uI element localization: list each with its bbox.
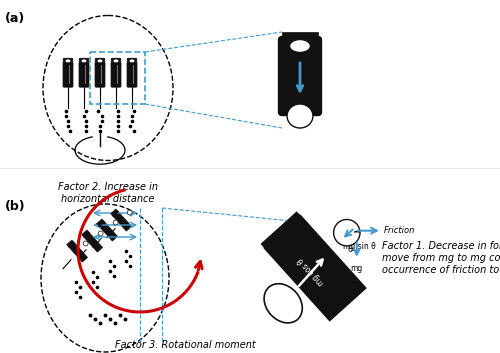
Text: mg sin θ: mg sin θ <box>344 242 376 251</box>
Ellipse shape <box>83 241 88 246</box>
Text: mg: mg <box>350 264 363 273</box>
FancyBboxPatch shape <box>111 63 121 87</box>
Ellipse shape <box>98 231 103 236</box>
Text: Friction: Friction <box>384 226 415 235</box>
Ellipse shape <box>65 59 71 63</box>
FancyBboxPatch shape <box>278 36 322 115</box>
Ellipse shape <box>113 220 118 225</box>
FancyBboxPatch shape <box>127 63 137 87</box>
Polygon shape <box>110 209 118 217</box>
Bar <box>282 32 318 44</box>
FancyBboxPatch shape <box>95 58 105 66</box>
Text: Factor 3. Rotational moment: Factor 3. Rotational moment <box>114 340 256 350</box>
Polygon shape <box>82 230 90 238</box>
Ellipse shape <box>334 220 360 246</box>
Ellipse shape <box>81 59 87 63</box>
Ellipse shape <box>127 210 132 215</box>
Text: Factor 2. Increase in
horizontal distance: Factor 2. Increase in horizontal distanc… <box>58 182 158 204</box>
FancyBboxPatch shape <box>111 58 121 66</box>
Ellipse shape <box>113 59 119 63</box>
Ellipse shape <box>129 59 135 63</box>
Polygon shape <box>98 221 117 241</box>
FancyBboxPatch shape <box>79 58 89 66</box>
Ellipse shape <box>97 59 103 63</box>
FancyBboxPatch shape <box>95 63 105 87</box>
Polygon shape <box>66 240 74 247</box>
Text: θ: θ <box>347 245 352 254</box>
Ellipse shape <box>290 40 310 53</box>
Ellipse shape <box>264 284 302 323</box>
FancyBboxPatch shape <box>79 63 89 87</box>
Ellipse shape <box>287 104 313 128</box>
Text: Factor 1. Decrease in force to
move from mg to mg cos θ and
occurrence of fricti: Factor 1. Decrease in force to move from… <box>382 241 500 275</box>
Polygon shape <box>68 242 87 262</box>
Polygon shape <box>84 232 102 252</box>
FancyBboxPatch shape <box>127 58 137 66</box>
Polygon shape <box>264 216 366 320</box>
Text: (b): (b) <box>5 200 25 213</box>
Text: mg cos θ: mg cos θ <box>297 256 326 287</box>
Polygon shape <box>261 212 306 253</box>
Text: (a): (a) <box>5 12 25 25</box>
Polygon shape <box>96 219 104 227</box>
FancyBboxPatch shape <box>63 58 73 66</box>
Polygon shape <box>112 211 132 231</box>
Text: mg: mg <box>292 102 308 112</box>
FancyBboxPatch shape <box>63 63 73 87</box>
Bar <box>90 52 145 104</box>
